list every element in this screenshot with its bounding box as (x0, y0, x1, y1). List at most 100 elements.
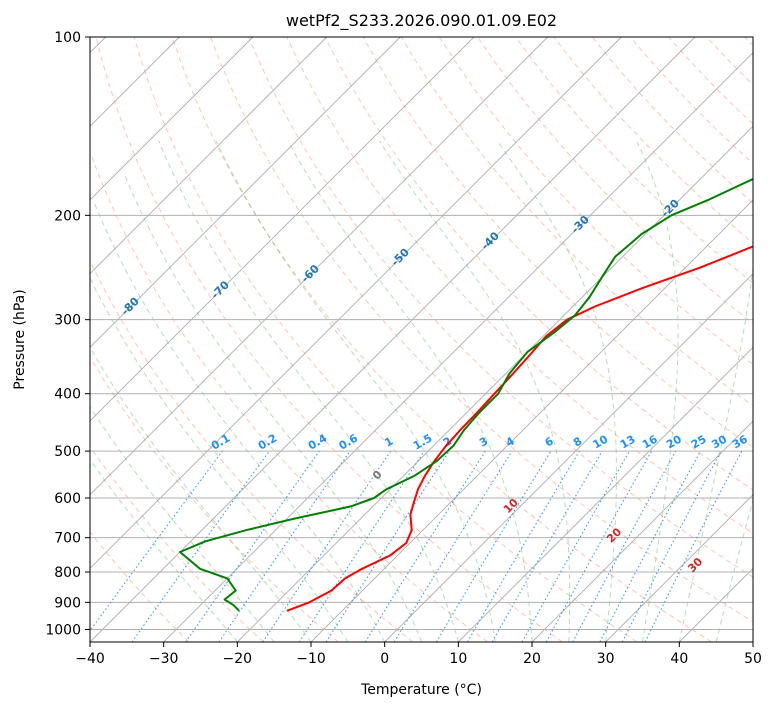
isotherm (237, 125, 753, 642)
mixing-ratio-line (435, 450, 552, 642)
moist-adiabat (215, 141, 496, 642)
chart-title: wetPf2_S233.2026.090.01.09.E02 (286, 11, 557, 31)
mixing-ratio-line (521, 450, 630, 642)
x-tick-label: −10 (296, 651, 326, 667)
x-tick-label: 0 (380, 651, 389, 667)
isotherm (90, 37, 548, 496)
mixing-ratio-label: 13 (618, 433, 638, 452)
dry-adiabat (90, 150, 488, 642)
mixing-ratio-line (131, 450, 270, 642)
isotherm (679, 567, 753, 642)
isotherm (90, 37, 696, 642)
moist-adiabat-label: 40 (755, 586, 775, 606)
y-axis-title: Pressure (hPa) (12, 289, 28, 389)
dry-adiabat (438, 37, 753, 366)
y-tick-label: 700 (54, 531, 81, 547)
isotherm (90, 37, 254, 201)
mixing-ratio-label: 10 (590, 432, 610, 451)
mixing-ratio-label: 25 (689, 433, 709, 452)
isotherm (384, 273, 753, 642)
x-tick-label: 20 (523, 651, 541, 667)
mixing-ratio-label: 20 (664, 432, 684, 451)
x-tick-label: 10 (449, 651, 467, 667)
dry-adiabat (133, 37, 638, 642)
isotherm-label: -10 (749, 180, 772, 203)
x-tick-label: −30 (149, 651, 179, 667)
mixing-ratio-label: 1.5 (411, 432, 434, 453)
dry-adiabat (90, 259, 414, 642)
isotherm-label: -50 (389, 245, 412, 268)
y-tick-label: 400 (54, 387, 81, 403)
mixing-ratio-line (90, 450, 223, 632)
isotherm-label: -90 (29, 311, 52, 334)
isotherm (90, 37, 401, 348)
mixing-ratio-line (325, 450, 450, 642)
y-tick-label: 800 (54, 565, 81, 581)
dry-adiabat (248, 37, 753, 578)
mixing-ratio-label: 30 (709, 432, 729, 451)
mixing-ratio-line (298, 450, 425, 642)
y-axis: 100 200 300 400 500 600 700 800 900 1000 (45, 30, 90, 638)
isotherm (605, 494, 753, 642)
dry-adiabat (90, 531, 190, 642)
y-tick-label: 1000 (45, 622, 81, 638)
mixing-ratio-line (644, 450, 743, 642)
plot-frame (89, 36, 754, 643)
isotherm (163, 52, 753, 642)
mixing-ratio-line (218, 450, 351, 642)
mixing-ratio-line (262, 450, 392, 642)
mixing-ratio-label: 36 (730, 432, 750, 451)
isotherm-label: -30 (569, 213, 592, 236)
moist-adiabat (93, 201, 386, 642)
mixing-ratio-line (393, 450, 513, 642)
x-axis: −40 −30 −20 −10 0 10 20 30 40 50 (75, 642, 762, 667)
dry-adiabat (95, 37, 563, 642)
isotherm-label: -40 (479, 229, 502, 252)
mixing-ratio-line (364, 450, 486, 642)
dry-adiabat (515, 37, 753, 284)
y-tick-label: 600 (54, 491, 81, 507)
dry-adiabat (210, 37, 753, 623)
dry-adiabat (706, 37, 753, 86)
moist-adiabat-label: 10 (501, 496, 521, 516)
mixing-ratio-label: 0.1 (209, 432, 232, 453)
x-tick-label: 40 (670, 651, 688, 667)
isotherm (458, 346, 753, 642)
mixing-ratio-label: 1 (382, 435, 395, 450)
dry-adiabat (744, 37, 753, 47)
isotherm-label: -80 (119, 295, 142, 318)
dry-adiabat (591, 37, 753, 204)
mixing-ratio-line (467, 450, 580, 642)
series-dewpoint-line (179, 177, 753, 612)
moist-adiabat (123, 173, 422, 642)
y-tick-label: 300 (54, 313, 81, 329)
moist-adiabat-label: 0 (370, 468, 385, 483)
mixing-ratio-line (185, 450, 320, 642)
isotherm (752, 641, 753, 642)
moist-adiabat-label: 20 (604, 525, 624, 545)
mixing-ratio-label: 16 (640, 432, 660, 451)
y-tick-label: 500 (54, 444, 81, 460)
isotherm (310, 199, 753, 642)
dry-adiabat (668, 37, 753, 125)
dry-adiabat (90, 356, 339, 642)
y-tick-label: 900 (54, 595, 81, 611)
moist-adiabat (715, 498, 753, 642)
mixing-ratio-label: 0.4 (306, 431, 330, 452)
x-tick-label: 50 (744, 651, 762, 667)
y-tick-label: 200 (54, 208, 81, 224)
x-tick-label: 30 (597, 651, 615, 667)
moist-adiabat (90, 458, 238, 642)
moist-adiabat (90, 346, 312, 642)
mixing-ratio-label: 3 (477, 435, 490, 450)
x-tick-label: −20 (223, 651, 253, 667)
isotherm (531, 420, 753, 642)
x-axis-title: Temperature (°C) (360, 682, 482, 698)
plot-area: 0.10.20.40.611.52346810131620253036-100-… (29, 37, 775, 642)
mixing-ratio-line (545, 450, 653, 642)
moist-adiabat (636, 141, 679, 642)
moist-adiabat (90, 277, 349, 642)
isotherm-label: -70 (209, 278, 232, 301)
dry-adiabat (171, 37, 712, 642)
